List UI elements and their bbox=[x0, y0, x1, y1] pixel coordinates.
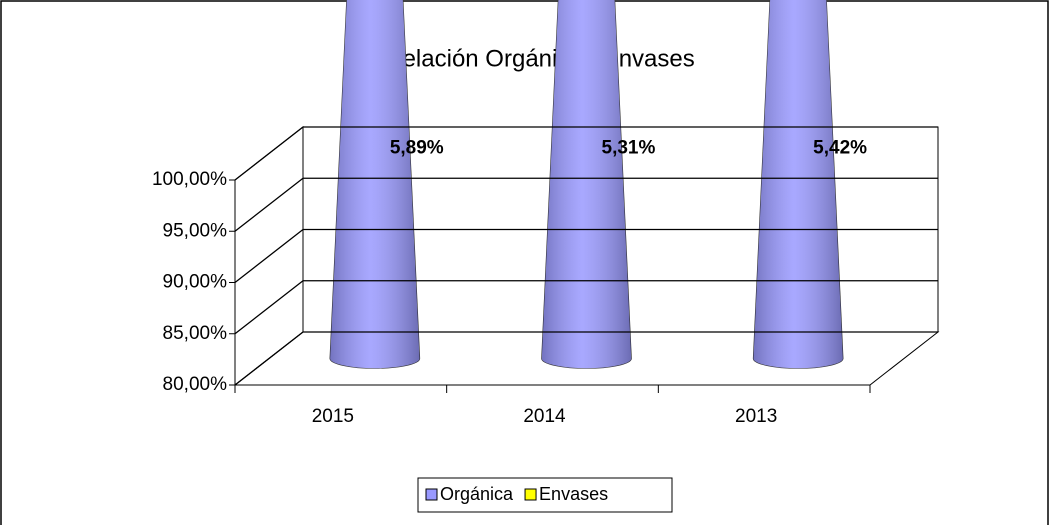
data-label: 5,42% bbox=[813, 138, 867, 159]
legend-label: Envases bbox=[539, 484, 608, 504]
x-tick-label: 2013 bbox=[735, 406, 777, 427]
y-tick-label: 80,00% bbox=[163, 374, 228, 395]
cone-shade bbox=[329, 0, 420, 369]
x-tick-label: 2014 bbox=[523, 406, 566, 427]
x-tick-label: 2015 bbox=[312, 406, 354, 427]
legend-label: Orgánica bbox=[440, 484, 514, 504]
data-label: 5,31% bbox=[602, 138, 656, 159]
data-label: 5,89% bbox=[390, 138, 444, 159]
legend-swatch bbox=[425, 488, 438, 501]
legend-box bbox=[417, 477, 673, 513]
grid-line bbox=[234, 331, 938, 386]
grid-line bbox=[234, 280, 938, 335]
y-tick-label: 95,00% bbox=[163, 220, 228, 241]
y-tick-label: 85,00% bbox=[163, 323, 228, 344]
legend-swatch bbox=[524, 488, 537, 501]
y-tick-label: 90,00% bbox=[163, 272, 228, 293]
chart-title: Relación Orgánica / Envases bbox=[385, 45, 695, 72]
plot-area bbox=[329, 0, 844, 369]
grid-line bbox=[234, 126, 938, 181]
cone-shade bbox=[753, 0, 844, 369]
cone-shade bbox=[541, 0, 632, 369]
y-tick-label: 100,00% bbox=[152, 169, 227, 190]
grid-line bbox=[234, 228, 938, 284]
grid-line bbox=[234, 177, 938, 232]
